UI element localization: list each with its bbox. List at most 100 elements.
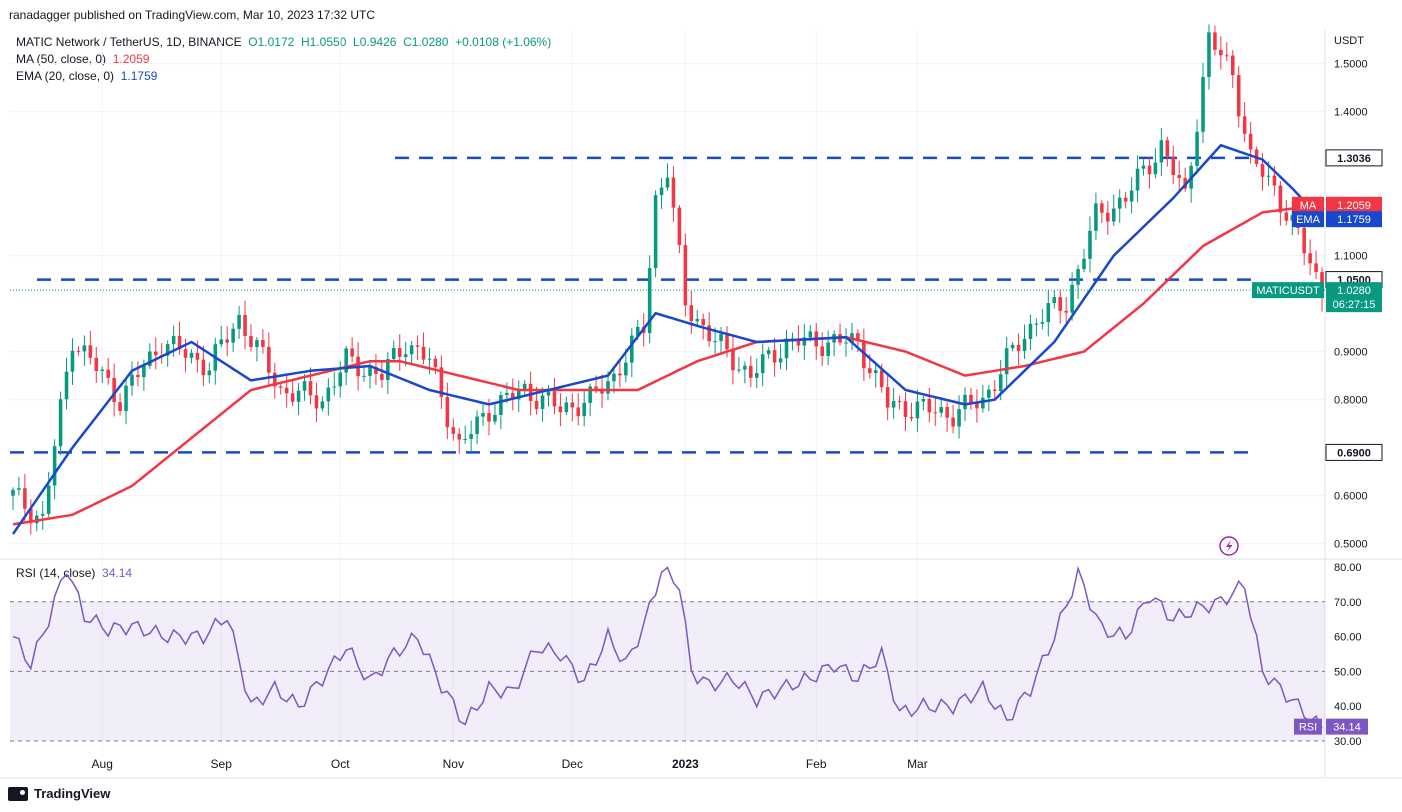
indicator-price-label: 1.2059 [1337, 200, 1371, 212]
candle-body [552, 391, 557, 407]
candle-body [457, 433, 462, 440]
low-value: L0.9426 [353, 35, 397, 49]
ema-value: 1.1759 [120, 69, 158, 83]
candle-body [445, 396, 450, 428]
candle-body [713, 341, 717, 343]
time-tick-label: Aug [92, 757, 113, 771]
candle-body [308, 381, 313, 396]
candle-body [40, 513, 45, 516]
candle-body [225, 339, 229, 343]
ma-value: 1.2059 [112, 52, 150, 66]
indicator-name-tag [1292, 196, 1324, 213]
candle-body [1248, 133, 1253, 150]
candle-body [546, 391, 551, 396]
price-tick-label: 0.5000 [1334, 539, 1368, 551]
ma-legend-row[interactable]: MA (50, close, 0) 1.2059 [16, 51, 551, 68]
candle-body [1082, 258, 1086, 270]
price-tick-label: 0.8000 [1334, 395, 1368, 407]
candle-body [671, 177, 676, 208]
candle-body [534, 400, 539, 409]
candle-body [1165, 140, 1170, 157]
candle-body [701, 318, 705, 326]
candle-body [624, 362, 628, 376]
rsi-tick-label: 70.00 [1334, 597, 1362, 609]
candle-body [647, 268, 652, 334]
time-tick-label: Oct [331, 757, 350, 771]
time-tick-label: Dec [562, 757, 583, 771]
symbol-row: MATIC Network / TetherUS, 1D, BINANCE O1… [16, 34, 551, 51]
indicator-name-label: EMA [1296, 214, 1321, 226]
candle-body [362, 375, 366, 377]
symbol-name[interactable]: MATIC Network / TetherUS, 1D, BINANCE [16, 35, 242, 49]
candle-body [1308, 253, 1312, 264]
candle-body [868, 368, 872, 374]
candle-body [201, 359, 206, 376]
candle-body [439, 367, 444, 397]
rsi-value-label: 34.14 [1333, 722, 1361, 734]
candle-body [409, 345, 414, 355]
candle-body [195, 352, 200, 360]
candle-body [1064, 310, 1068, 313]
countdown-label: 06:27:15 [1333, 299, 1376, 311]
candle-body [1242, 116, 1247, 134]
candle-body [397, 348, 402, 358]
open-value: O1.0172 [248, 35, 295, 49]
candle-body [392, 348, 396, 360]
level-price-label: 1.3036 [1337, 153, 1371, 165]
candle-body [576, 407, 581, 417]
candle-body [1177, 174, 1182, 179]
candle-body [802, 337, 807, 346]
time-tick-label: Feb [806, 757, 827, 771]
candle-body [606, 381, 610, 394]
candle-body [481, 413, 485, 417]
candle-body [1153, 162, 1158, 175]
candle-body [772, 350, 777, 363]
symbol-name-tag [1252, 282, 1324, 299]
candle-body [142, 365, 146, 378]
rsi-name-tag [1294, 718, 1322, 735]
candle-body [915, 401, 920, 419]
candle-body [731, 349, 735, 371]
candle-body [302, 381, 307, 391]
candle-body [725, 333, 729, 350]
candle-body [540, 395, 545, 409]
candle-body [70, 350, 75, 372]
candle-body [1028, 323, 1033, 339]
candle-body [1195, 131, 1199, 166]
ema-legend-row[interactable]: EMA (20, close, 0) 1.1759 [16, 68, 551, 85]
candle-body [76, 350, 81, 352]
candle-body [933, 412, 938, 414]
candle-body [743, 365, 747, 370]
candle-body [903, 401, 908, 417]
candle-body [897, 401, 902, 403]
indicator-price-tag [1326, 211, 1382, 228]
rsi-legend[interactable]: RSI (14, close) 34.14 [16, 566, 132, 580]
candle-body [689, 305, 694, 322]
rsi-name-label: RSI [1299, 722, 1317, 734]
candle-body [1219, 49, 1223, 56]
candle-body [487, 413, 491, 422]
candle-body [1260, 164, 1265, 177]
candle-body [112, 377, 116, 403]
price-tick-label: 0.6000 [1334, 491, 1368, 503]
candle-body [516, 390, 521, 400]
candle-body [653, 195, 658, 269]
candle-body [207, 370, 212, 376]
candle-body [1052, 297, 1057, 304]
time-tick-label: 2023 [672, 757, 699, 771]
candle-body [1088, 230, 1092, 259]
indicator-name-label: MA [1300, 200, 1317, 212]
candle-body [338, 372, 343, 387]
candle-body [998, 374, 1003, 391]
candle-body [1106, 212, 1110, 222]
candle-body [879, 370, 884, 388]
candle-body [106, 369, 110, 378]
rsi-label: RSI (14, close) [16, 566, 96, 580]
rsi-tick-label: 40.00 [1334, 701, 1362, 713]
candle-body [981, 397, 985, 409]
rsi-tick-label: 30.00 [1334, 736, 1362, 748]
candle-body [564, 402, 569, 413]
candle-body [707, 325, 711, 342]
candle-body [1314, 263, 1318, 273]
